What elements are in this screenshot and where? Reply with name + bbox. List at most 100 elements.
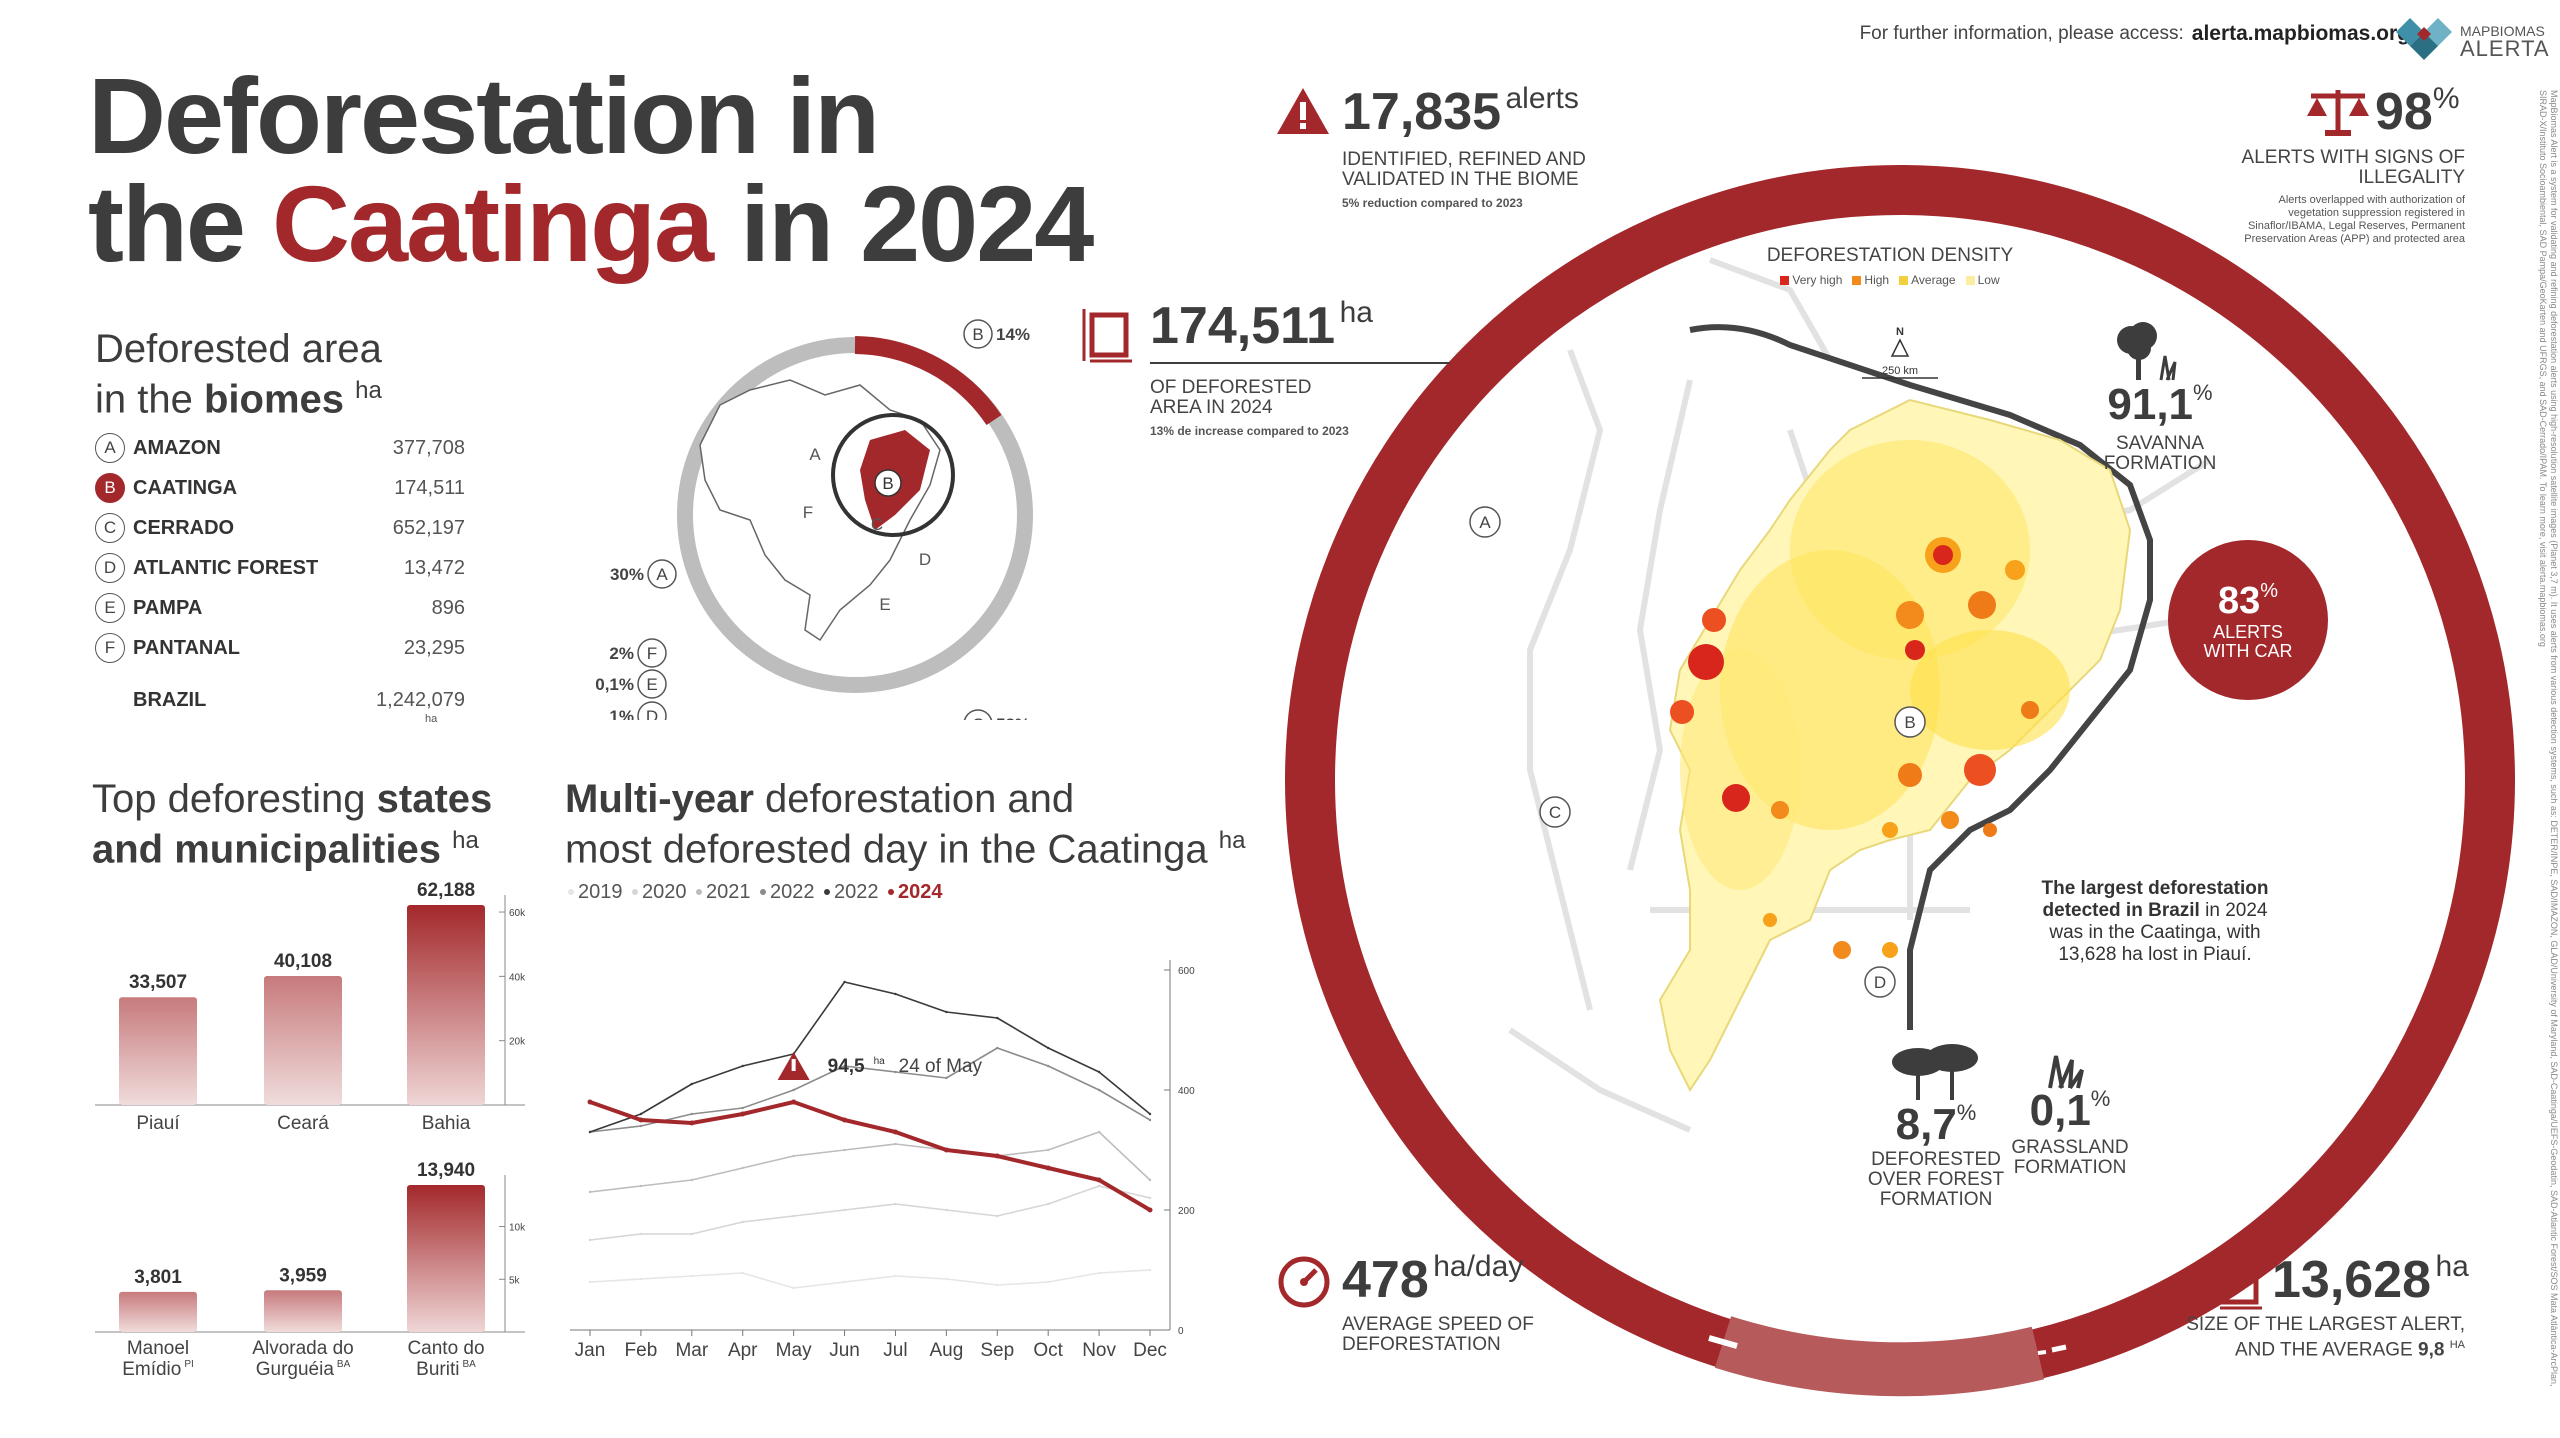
biome-name: AMAZON xyxy=(133,436,221,459)
series-point xyxy=(690,1178,694,1182)
north-arrow-icon xyxy=(1890,338,1910,357)
bar-category-label: Emídio PI xyxy=(122,1359,194,1380)
multi-year-heading-bold: Multi-year xyxy=(565,777,754,821)
biome-value: 23,295 xyxy=(403,636,465,659)
series-line-2021 xyxy=(589,1131,1151,1193)
biome-letter: B xyxy=(95,473,125,503)
series-point xyxy=(842,1117,848,1123)
series-point xyxy=(1148,1196,1152,1200)
series-point xyxy=(843,1064,846,1068)
density-swatch xyxy=(1852,275,1862,285)
speed-unit: ha/day xyxy=(1433,1250,1524,1283)
x-tick-label: Dec xyxy=(1133,1340,1167,1361)
series-point xyxy=(843,980,846,984)
map-letter-c: C xyxy=(1549,803,1561,822)
forest-value: 8,7 xyxy=(1895,1100,1957,1149)
forest-tree-icon xyxy=(1888,1040,1984,1109)
biomes-total-unit: ha xyxy=(425,713,438,725)
alerts-stat: 17,835 alerts xyxy=(1342,82,1579,142)
bar-value-label: 3,801 xyxy=(134,1267,182,1288)
series-point xyxy=(741,1106,744,1110)
series-point xyxy=(945,1076,948,1080)
biome-name: CAATINGA xyxy=(133,476,238,499)
title-highlight: Caatinga xyxy=(272,163,714,284)
multi-year-heading: Multi-year deforestation and most defore… xyxy=(565,778,1245,870)
area-divider xyxy=(1150,362,1450,364)
savanna-stat: 91,1% xyxy=(2100,380,2220,430)
map-label-circle xyxy=(874,469,902,497)
share-pct-f: 2% xyxy=(609,644,634,663)
legend-dot xyxy=(888,889,894,895)
area-value: 174,511 xyxy=(1150,297,1336,355)
map-letter-circle xyxy=(1469,506,1501,538)
bar-value-label: 40,108 xyxy=(274,951,332,972)
bar xyxy=(264,976,342,1105)
series-point xyxy=(1046,1202,1050,1206)
side-note: MapBiomas Alert is a system for validati… xyxy=(2538,90,2559,1387)
density-title: DEFORESTATION DENSITY xyxy=(1766,245,2014,266)
biome-value: 377,708 xyxy=(392,436,465,459)
forest-caption: DEFORESTED OVER FOREST FORMATION xyxy=(1867,1149,2005,1210)
series-point xyxy=(690,1082,694,1086)
scales-icon xyxy=(2305,86,2371,143)
biome-value: 13,472 xyxy=(403,556,465,579)
arc-separator-1 xyxy=(1708,1335,1738,1349)
share-letter-circle xyxy=(637,669,667,699)
density-label: Very high xyxy=(1792,273,1843,287)
car-badge: 83% ALERTS WITH CAR xyxy=(2168,540,2328,700)
biomes-total-row: BRAZIL 1,242,079 xyxy=(95,682,465,718)
series-point xyxy=(1097,1271,1101,1275)
arc-separator-3 xyxy=(2051,1344,2067,1353)
area-icon xyxy=(1080,305,1136,370)
largest-stat: 13,628 ha xyxy=(2272,1250,2469,1310)
map-label-c: C xyxy=(871,515,883,534)
savanna-unit: % xyxy=(2193,380,2213,405)
x-tick-label: Apr xyxy=(728,1340,758,1361)
forest-stat: 8,7% xyxy=(1876,1100,1996,1150)
biome-value: 652,197 xyxy=(392,516,465,539)
peak-unit: ha xyxy=(874,1056,886,1067)
series-point xyxy=(741,1064,744,1068)
bar-value-label: 13,940 xyxy=(417,1160,475,1181)
states-bar-chart: 20k 40k 60k 33,507 Piauí 40,108 Ceará 62,188 Bah… xyxy=(95,880,526,1134)
series-point xyxy=(1097,1070,1101,1074)
series-point xyxy=(1046,1064,1050,1068)
density-legend-item: Average xyxy=(1899,273,1956,287)
biome-value: 896 xyxy=(431,596,465,619)
y-tick-label: 5k xyxy=(509,1275,521,1286)
bar xyxy=(264,1290,342,1332)
series-point xyxy=(690,1274,694,1278)
bar-category-label: Piauí xyxy=(136,1113,180,1134)
biome-letter: D xyxy=(95,553,125,583)
map-label-e: E xyxy=(879,595,890,614)
north-label: N xyxy=(1896,326,1904,338)
speed-stat: 478 ha/day xyxy=(1342,1250,1523,1310)
series-point xyxy=(587,1099,593,1105)
bar-category-label: Bahia xyxy=(422,1113,471,1134)
series-point xyxy=(894,1142,897,1146)
top-states-heading-bold2: and municipalities xyxy=(92,827,441,872)
header-info: For further information, please access: … xyxy=(1860,22,2410,46)
series-point xyxy=(639,1124,643,1128)
series-point xyxy=(945,1277,948,1281)
series-line-2024 xyxy=(589,1100,1152,1212)
biome-share-labels: B 14% A 30% F 2% E 0,1% D 1% C 53% xyxy=(595,319,1030,720)
multi-year-unit: ha xyxy=(1218,827,1246,854)
series-point xyxy=(843,1208,846,1212)
info-link[interactable]: alerta.mapbiomas.org xyxy=(2191,22,2410,45)
share-pct-b: 14% xyxy=(996,325,1030,344)
density-label: Low xyxy=(1977,273,2000,287)
page-title: Deforestation in the Caatinga in 2024 xyxy=(88,62,1094,278)
bar xyxy=(119,997,197,1105)
biome-row-cerrado: C CERRADO 652,197 xyxy=(95,510,465,546)
density-legend: DEFORESTATION DENSITY Very high High Avera… xyxy=(1745,245,2035,287)
top-states-heading: Top deforesting states and municipalitie… xyxy=(92,778,492,870)
series-point xyxy=(1147,1207,1153,1213)
map-biome-letters: A B C D xyxy=(1469,506,1926,998)
largest-avg: 9,8 xyxy=(2418,1339,2445,1361)
series-point xyxy=(741,1220,744,1224)
y-tick-label: 60k xyxy=(509,908,526,919)
series-point xyxy=(588,1280,592,1284)
bar-category-label: Manoel xyxy=(127,1338,189,1359)
series-point xyxy=(945,1010,948,1014)
